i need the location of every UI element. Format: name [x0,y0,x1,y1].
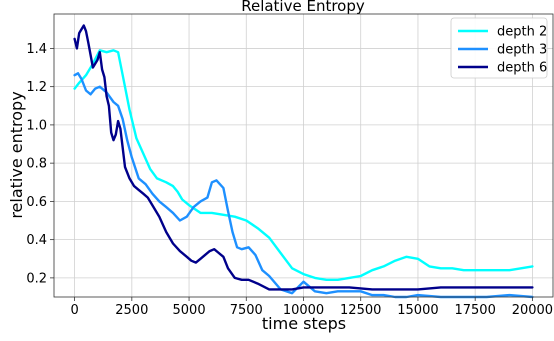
legend-box [450,17,548,79]
series-line-depth-6 [73,24,534,291]
y-tick-label: 0.2 [26,271,47,286]
x-tick-label: 10000 [283,303,324,318]
x-tick-label: 2500 [115,303,148,318]
plot-lines [73,24,534,299]
x-tick-label: 7500 [230,303,263,318]
x-tick-label: 15000 [397,303,438,318]
x-tick-label: 17500 [454,303,495,318]
y-axis-ticks: 0.2 0.4 0.6 0.8 1.0 1.2 1.4 [26,42,54,286]
x-axis-label: time steps [262,314,346,333]
series-line-depth-2 [73,49,534,281]
grid [54,14,553,297]
legend-label-depth-3: depth 3 [497,43,547,58]
y-tick-label: 1.2 [26,80,47,95]
y-tick-label: 1.0 [26,118,47,133]
legend-label-depth-2: depth 2 [497,25,547,40]
x-tick-label: 20000 [512,303,553,318]
x-tick-label: 5000 [173,303,206,318]
legend: depth 2 depth 3 depth 6 [450,17,548,79]
legend-label-depth-6: depth 6 [497,61,547,76]
chart-title: Relative Entropy [241,0,365,15]
series-line-depth-3 [73,72,534,299]
x-tick-label: 12500 [340,303,381,318]
x-tick-label: 0 [70,303,78,318]
x-axis-ticks: 0 2500 5000 7500 10000 12500 15000 17500 20000 [70,297,553,318]
y-tick-label: 1.4 [26,42,47,57]
y-tick-label: 0.6 [26,195,47,210]
y-tick-label: 0.4 [26,233,47,248]
y-axis-label: relative entropy [7,91,26,218]
y-tick-label: 0.8 [26,157,47,172]
